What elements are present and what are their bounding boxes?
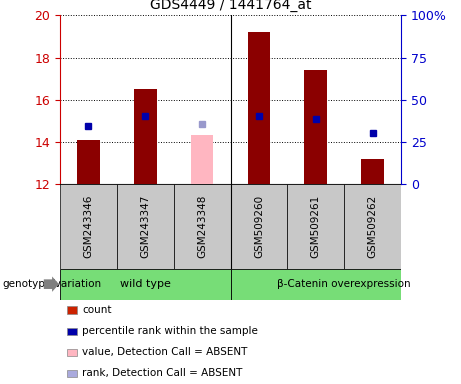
Bar [67,306,77,314]
Bar [77,140,100,184]
Text: GSM509262: GSM509262 [367,195,378,258]
Text: rank, Detection Call = ABSENT: rank, Detection Call = ABSENT [82,368,242,379]
Bar [67,370,77,377]
Text: GSM243347: GSM243347 [140,195,150,258]
Bar [287,184,344,269]
Bar [67,328,77,335]
Text: β-Catenin overexpression: β-Catenin overexpression [278,279,411,289]
Text: count: count [82,305,112,315]
Title: GDS4449 / 1441764_at: GDS4449 / 1441764_at [150,0,311,12]
Bar [134,89,157,184]
Bar [230,184,287,269]
Text: percentile rank within the sample: percentile rank within the sample [82,326,258,336]
Text: wild type: wild type [120,279,171,289]
Bar [361,159,384,184]
Text: value, Detection Call = ABSENT: value, Detection Call = ABSENT [82,347,248,358]
Text: GSM243348: GSM243348 [197,195,207,258]
Bar [67,349,77,356]
Text: GSM243346: GSM243346 [83,195,94,258]
Bar [174,184,230,269]
Text: GSM509261: GSM509261 [311,195,321,258]
Bar [60,184,117,269]
Bar [191,135,213,184]
Bar [117,184,174,269]
Bar [304,70,327,184]
Text: GSM509260: GSM509260 [254,195,264,258]
Bar [344,184,401,269]
Bar [248,32,270,184]
Bar [230,269,401,300]
Bar [60,269,230,300]
Text: genotype/variation: genotype/variation [2,279,101,289]
